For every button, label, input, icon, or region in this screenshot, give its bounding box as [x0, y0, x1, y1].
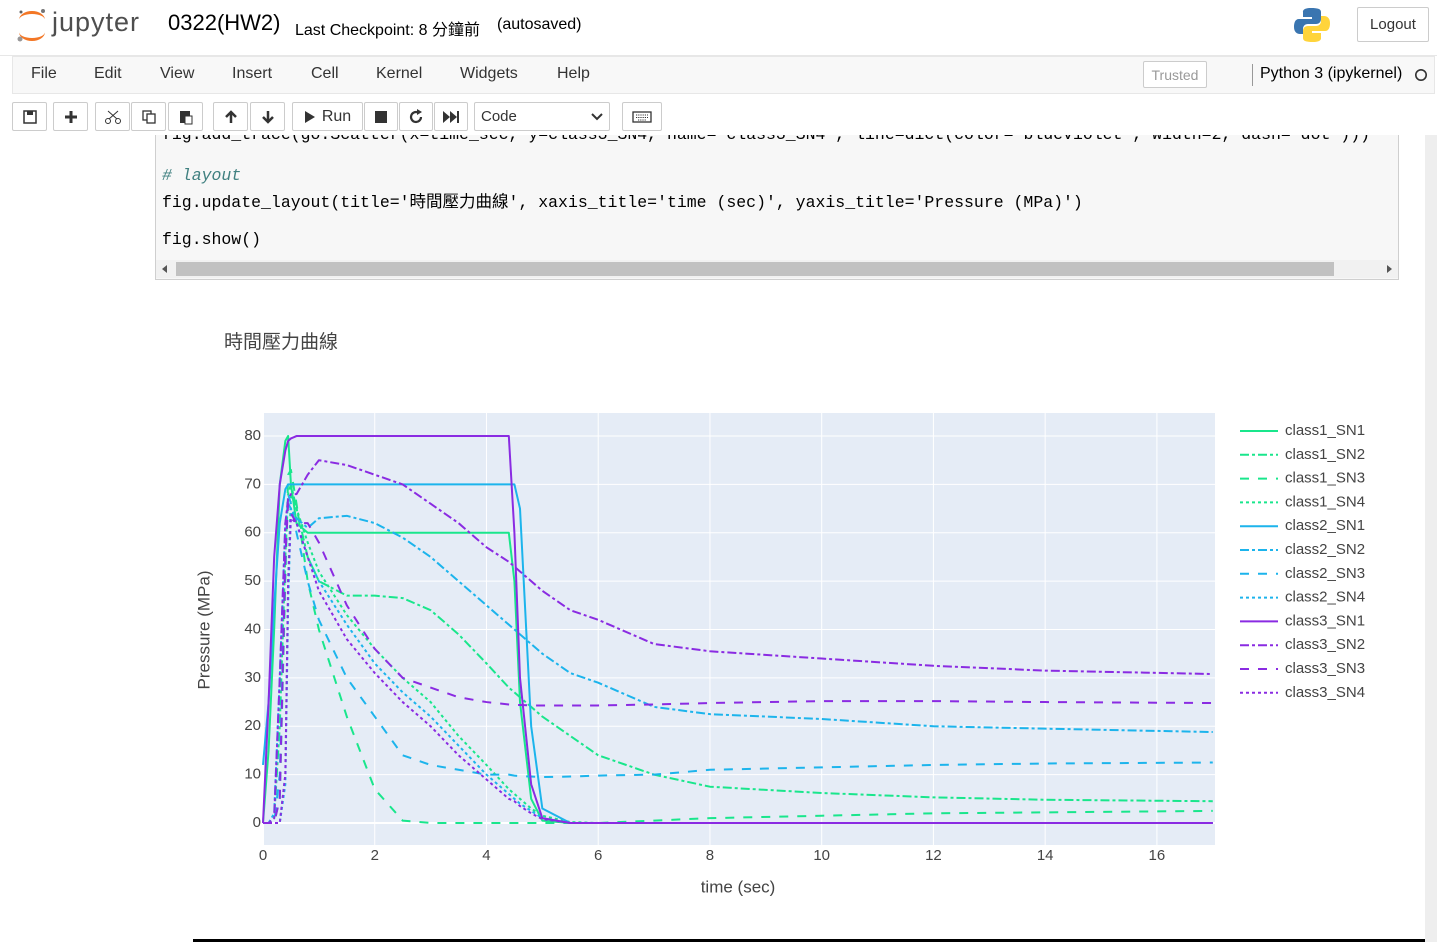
restart-button[interactable] [399, 102, 433, 131]
menu-item[interactable]: Cell [311, 65, 339, 82]
y-tick-label: 50 [244, 572, 261, 589]
series-line [263, 483, 1213, 824]
kernel-status [1415, 69, 1427, 81]
jupyter-logo[interactable] [14, 6, 50, 44]
code-line: fig.show() [162, 230, 262, 249]
insert-button[interactable] [53, 102, 88, 131]
bottom-edge [193, 939, 1425, 942]
series-line [263, 493, 1213, 824]
menu-item[interactable]: File [31, 65, 57, 82]
menubar [12, 56, 1435, 94]
y-axis-title: Pressure (MPa) [194, 570, 213, 689]
menu-item[interactable]: Widgets [460, 65, 518, 82]
legend-label: class3_SN2 [1285, 636, 1365, 653]
x-axis-title: time (sec) [701, 877, 776, 896]
keyboard-button[interactable] [622, 102, 662, 131]
logout-button[interactable]: Logout [1357, 7, 1429, 42]
y-tick-label: 80 [244, 427, 261, 444]
legend-label: class1_SN2 [1285, 446, 1365, 463]
x-tick-label: 16 [1149, 847, 1166, 864]
y-tick-label: 70 [244, 475, 261, 492]
y-tick-label: 30 [244, 669, 261, 686]
x-tick-label: 12 [925, 847, 942, 864]
scroll-left[interactable] [160, 264, 170, 274]
menu-item[interactable]: Help [557, 65, 590, 82]
legend-label: class1_SN4 [1285, 493, 1365, 510]
autosave: (autosaved) [497, 16, 582, 33]
cell-type-select[interactable]: Code [474, 102, 610, 131]
trusted-indicator[interactable]: Trusted [1143, 61, 1207, 88]
legend-label: class2_SN2 [1285, 541, 1365, 558]
menu-item[interactable]: Edit [94, 65, 122, 82]
scrollbar[interactable] [156, 260, 1398, 278]
x-tick-label: 6 [594, 847, 602, 864]
scroll-right[interactable] [1384, 264, 1394, 274]
python-logo [1294, 8, 1330, 42]
y-tick-label: 0 [253, 814, 261, 831]
save-button[interactable] [12, 102, 47, 131]
plot-background [263, 413, 1215, 845]
x-tick-label: 0 [259, 847, 267, 864]
notebook-name[interactable]: 0322(HW2) [168, 10, 281, 35]
copy-button[interactable] [131, 102, 166, 131]
x-tick-label: 2 [371, 847, 379, 864]
menu-item[interactable]: Kernel [376, 65, 423, 82]
legend-label: class1_SN1 [1285, 422, 1365, 439]
chart-title: 時間壓力曲線 [224, 331, 338, 353]
paste-button[interactable] [168, 102, 203, 131]
move-up-button[interactable] [213, 102, 248, 131]
x-tick-label: 4 [482, 847, 490, 864]
series-line [263, 517, 1213, 824]
legend-label: class2_SN3 [1285, 565, 1365, 582]
legend-label: class2_SN1 [1285, 517, 1365, 534]
chart: 時間壓力曲線 time (sec) Pressure (MPa) 0102030… [194, 331, 1365, 896]
checkpoint: Last Checkpoint: 8 分鐘前 [295, 22, 480, 39]
top-chrome: jupyter 0322(HW2) Last Checkpoint: 8 分鐘前… [0, 0, 1437, 135]
menu-item[interactable]: Insert [232, 65, 273, 82]
legend-label: class1_SN3 [1285, 470, 1365, 487]
code-comment: # layout [162, 166, 242, 185]
x-tick-label: 10 [813, 847, 830, 864]
scrollbar-thumb[interactable] [176, 262, 1334, 276]
move-down-button[interactable] [250, 102, 285, 131]
legend-label: class3_SN4 [1285, 684, 1365, 701]
run-label: Run [321, 107, 352, 125]
menu-item[interactable]: View [160, 65, 195, 82]
kernel-name[interactable]: Python 3 (ipykernel) [1260, 65, 1403, 82]
code-line: fig.update_layout(title='時間壓力曲線', xaxis_… [162, 193, 1083, 212]
x-tick-label: 14 [1037, 847, 1054, 864]
series-line [263, 502, 1213, 824]
legend-label: class3_SN1 [1285, 612, 1365, 629]
run-all-button[interactable] [434, 102, 468, 131]
cut-button[interactable] [95, 102, 130, 131]
y-tick-label: 40 [244, 620, 261, 637]
cell-type: Code [481, 108, 517, 125]
code-cell[interactable] [155, 110, 1399, 280]
legend-label: class3_SN3 [1285, 660, 1365, 677]
run-button[interactable]: Run [292, 102, 363, 131]
stop-button[interactable] [364, 102, 398, 131]
y-tick-label: 60 [244, 524, 261, 541]
y-tick-label: 20 [244, 717, 261, 734]
divider [0, 55, 1437, 56]
divider [1252, 64, 1253, 86]
y-tick-label: 10 [244, 766, 261, 783]
legend-label: class2_SN4 [1285, 589, 1365, 606]
brand[interactable]: jupyter [52, 7, 141, 37]
x-tick-label: 8 [706, 847, 714, 864]
